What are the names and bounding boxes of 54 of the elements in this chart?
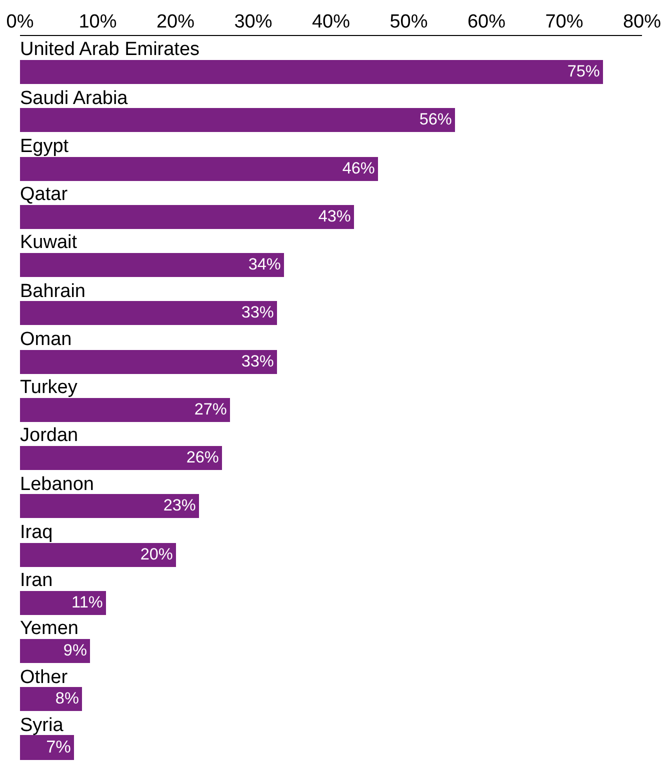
data-label: 27%	[194, 400, 227, 419]
x-tick-label: 0%	[6, 11, 34, 32]
x-tick-label: 20%	[156, 11, 195, 32]
bar	[20, 639, 90, 663]
data-label: 26%	[186, 448, 219, 467]
y-tick-label: Syria	[20, 715, 64, 736]
x-tick-label: 80%	[622, 11, 662, 32]
data-label: 75%	[567, 62, 600, 81]
y-tick-label: Egypt	[20, 136, 70, 157]
x-tick-label: 70%	[545, 11, 584, 32]
y-tick-label: Bahrain	[20, 281, 86, 302]
bar	[20, 350, 277, 374]
bar	[20, 108, 455, 132]
x-tick-label: 50%	[390, 11, 428, 32]
bar	[20, 446, 222, 470]
data-label: 56%	[419, 110, 452, 129]
bar	[20, 60, 603, 84]
data-label: 20%	[140, 546, 173, 564]
data-label: 7%	[46, 736, 71, 756]
bar	[20, 253, 284, 277]
bar	[20, 494, 199, 518]
data-label: 46%	[342, 160, 375, 178]
data-label: 33%	[241, 352, 274, 371]
data-label: 23%	[163, 496, 196, 515]
bar	[20, 543, 176, 567]
y-tick-label: Iran	[20, 570, 53, 591]
bar	[20, 735, 74, 760]
data-label: 33%	[241, 304, 274, 322]
bar	[20, 205, 354, 229]
bar	[20, 157, 378, 181]
x-tick-label: 10%	[78, 11, 117, 32]
data-label: 9%	[63, 642, 87, 660]
y-tick-label: United Arab Emirates	[20, 39, 200, 60]
data-label: 11%	[72, 594, 103, 612]
y-tick-label: Other	[20, 667, 68, 688]
x-tick-label: 60%	[467, 11, 506, 32]
bar	[20, 591, 106, 615]
x-tick-label: 30%	[234, 11, 272, 32]
x-tick-label: 40%	[312, 11, 350, 32]
y-tick-label: Kuwait	[20, 232, 78, 253]
y-tick-label: Yemen	[20, 618, 78, 639]
data-label: 43%	[318, 208, 351, 226]
y-tick-label: Oman	[20, 329, 72, 350]
y-tick-label: Iraq	[20, 522, 53, 543]
y-tick-label: Turkey	[20, 377, 78, 398]
bar	[20, 687, 82, 711]
bar	[20, 398, 230, 422]
y-tick-label: Lebanon	[20, 474, 94, 495]
y-tick-label: Saudi Arabia	[20, 88, 128, 109]
data-label: 34%	[248, 256, 281, 274]
data-label: 8%	[55, 690, 79, 708]
y-tick-label: Qatar	[20, 184, 68, 205]
y-tick-label: Jordan	[20, 425, 78, 446]
bar	[20, 301, 277, 325]
